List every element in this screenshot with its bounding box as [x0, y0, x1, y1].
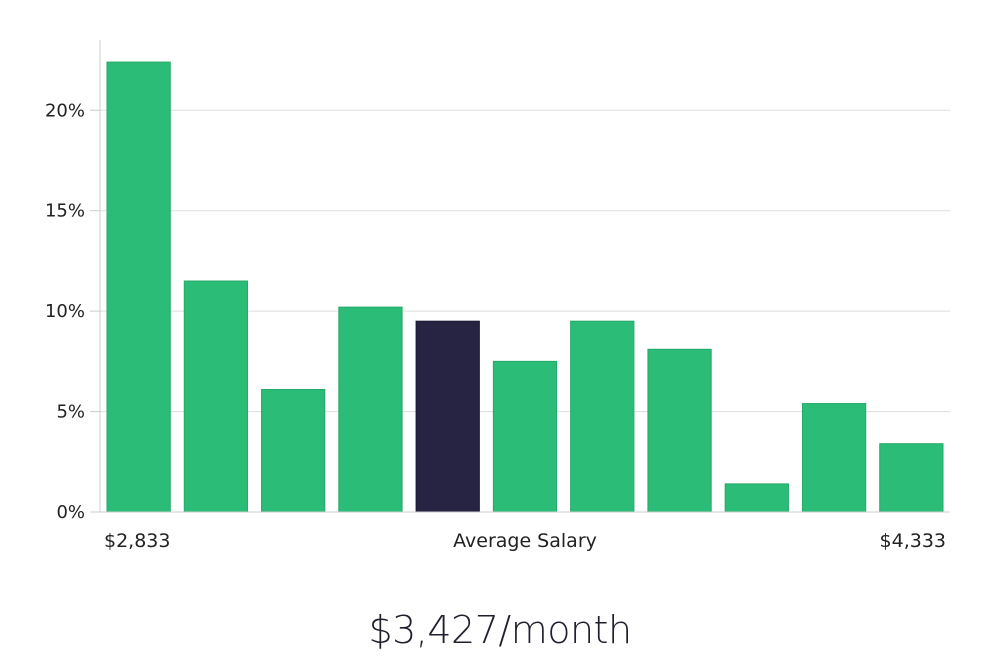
histogram-bar: [261, 388, 326, 513]
x-max-label: $4,333: [880, 530, 946, 552]
histogram-bar: [492, 360, 558, 513]
x-axis-title: Average Salary: [453, 530, 597, 552]
average-salary-value: $3,427/month: [368, 608, 632, 652]
y-tick-label: 15%: [45, 201, 85, 222]
y-tick-label: 0%: [56, 502, 85, 523]
y-tick-label: 20%: [45, 100, 85, 121]
histogram-bar: [338, 306, 403, 513]
histogram-bar: [647, 348, 712, 513]
y-tick-label: 10%: [45, 301, 85, 322]
x-min-label: $2,833: [104, 530, 170, 552]
y-tick-label: 5%: [56, 402, 85, 423]
histogram-bar: [183, 280, 249, 513]
histogram-bar: [106, 61, 171, 513]
histogram-bar: [724, 483, 789, 513]
histogram-bar: [801, 403, 867, 513]
histogram-bar: [570, 320, 635, 513]
histogram-bar-highlighted: [415, 320, 480, 513]
histogram-bar: [879, 443, 944, 513]
